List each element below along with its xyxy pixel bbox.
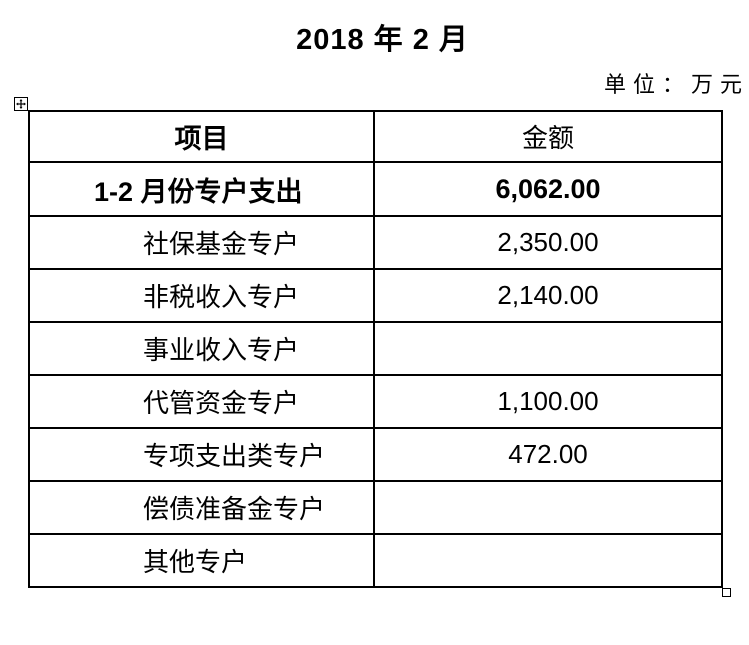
column-header-item: 项目 (30, 112, 375, 163)
table-resize-handle[interactable] (722, 588, 731, 597)
table-cell-amount[interactable]: 1,100.00 (375, 376, 723, 429)
table-row: 代管资金专户 1,100.00 (30, 376, 723, 429)
table-cell-item[interactable]: 代管资金专户 (30, 376, 375, 429)
table-cell-item[interactable]: 非税收入专户 (30, 270, 375, 323)
unit-label: 单位：万元 (603, 72, 749, 97)
table-cell-amount[interactable] (375, 535, 723, 588)
page-title: 2018 年 2 月 (296, 24, 469, 56)
table-row: 专项支出类专户 472.00 (30, 429, 723, 482)
table-row-total: 1-2 月份专户支出 6,062.00 (30, 163, 723, 217)
table-cell-item[interactable]: 1-2 月份专户支出 (30, 163, 375, 217)
table-row: 社保基金专户 2,350.00 (30, 217, 723, 270)
table-cell-item[interactable]: 偿债准备金专户 (30, 482, 375, 535)
table-header-row: 项目 金额 (30, 112, 723, 163)
column-header-amount: 金额 (375, 112, 723, 163)
table-cell-amount[interactable] (375, 482, 723, 535)
table-move-handle[interactable] (14, 97, 28, 111)
table-cell-amount[interactable] (375, 323, 723, 376)
table-move-icon (16, 99, 26, 109)
table-cell-item[interactable]: 事业收入专户 (30, 323, 375, 376)
table-cell-amount[interactable]: 2,140.00 (375, 270, 723, 323)
expenditure-table: 项目 金额 1-2 月份专户支出 6,062.00 社保基金专户 2,350.0… (28, 110, 723, 588)
table-row: 偿债准备金专户 (30, 482, 723, 535)
table-row: 其他专户 (30, 535, 723, 588)
table-cell-item[interactable]: 其他专户 (30, 535, 375, 588)
table-row: 非税收入专户 2,140.00 (30, 270, 723, 323)
table-cell-item[interactable]: 社保基金专户 (30, 217, 375, 270)
table-cell-amount[interactable]: 2,350.00 (375, 217, 723, 270)
table-cell-item[interactable]: 专项支出类专户 (30, 429, 375, 482)
table-row: 事业收入专户 (30, 323, 723, 376)
table-cell-amount[interactable]: 6,062.00 (375, 163, 723, 217)
table-cell-amount[interactable]: 472.00 (375, 429, 723, 482)
